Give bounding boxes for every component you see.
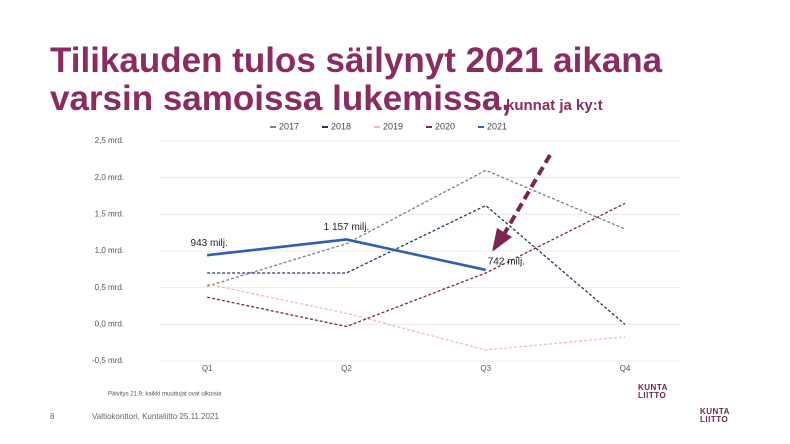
series-line	[207, 202, 626, 328]
legend-label: 2018	[331, 121, 351, 131]
title-line: varsin samoissa lukemissa,	[50, 79, 511, 118]
title-line: Tilikauden tulos säilynyt 2021 aikana	[50, 41, 663, 80]
data-label: 943 milj.	[191, 238, 228, 249]
series-line	[207, 204, 626, 325]
x-tick-label: Q1	[202, 364, 213, 373]
x-tick-label: Q4	[620, 364, 631, 373]
page-number: 8	[50, 412, 55, 421]
x-tick-label: Q3	[480, 364, 491, 373]
legend-label: 2019	[383, 121, 403, 131]
legend-label: 2021	[487, 121, 507, 131]
y-tick-label: 1,5 mrd.	[95, 209, 124, 218]
y-tick-label: 1,0 mrd.	[95, 246, 124, 255]
data-label: 742 milj.	[488, 257, 525, 268]
logo: KUNTA	[638, 383, 668, 392]
logo: LIITTO	[638, 391, 666, 400]
logo: KUNTA	[700, 407, 730, 416]
y-tick-label: 0,0 mrd.	[95, 319, 124, 328]
y-tick-label: 2,0 mrd.	[95, 173, 124, 182]
series-line	[207, 238, 487, 272]
legend-label: 2020	[435, 121, 455, 131]
y-tick-label: -0,5 mrd.	[92, 356, 124, 365]
series-line	[207, 283, 626, 351]
data-label: 1 157 milj.	[324, 222, 370, 233]
footnote: Päivitys 21.9: kaikki muuttujat ovat ulk…	[108, 392, 222, 398]
series-line	[206, 169, 626, 287]
subtitle: kunnat ja ky:t	[506, 97, 603, 114]
arrow	[492, 153, 552, 252]
y-tick-label: 2,5 mrd.	[95, 136, 124, 145]
y-tick-label: 0,5 mrd.	[95, 283, 124, 292]
legend-label: 2017	[279, 121, 299, 131]
logo: LIITTO	[700, 415, 728, 424]
x-tick-label: Q2	[341, 364, 352, 373]
source: Valtiokonttori, Kuntaliitto 25.11.2021	[92, 412, 219, 421]
